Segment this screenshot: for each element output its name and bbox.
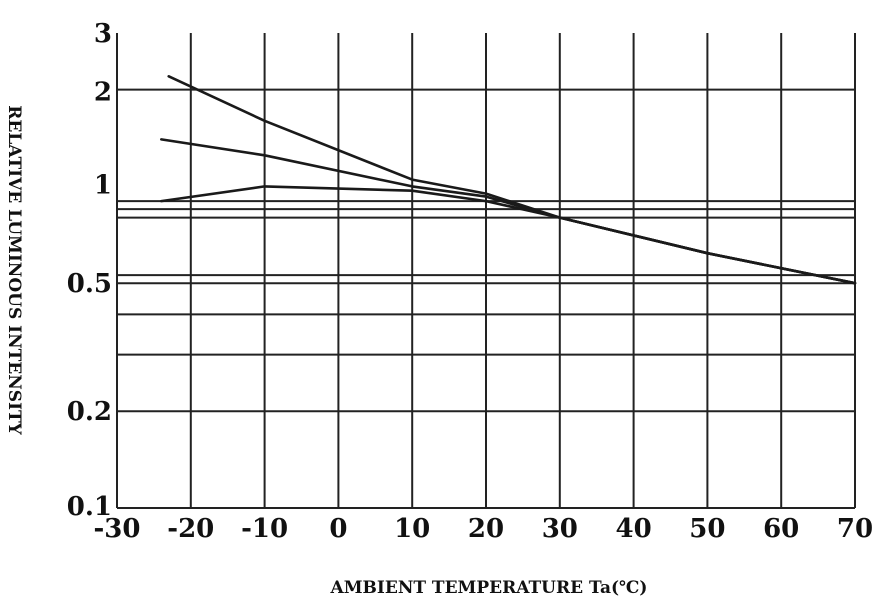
x-tick-labels: -30 -20 -10 0 10 20 30 40 50 60 70	[94, 514, 874, 544]
x-gridlines	[116, 33, 856, 508]
x-tick-label: 10	[394, 514, 430, 544]
x-tick-label: 40	[616, 514, 652, 544]
y-tick-label: 1	[94, 170, 112, 200]
x-tick-label: 60	[763, 514, 799, 544]
x-tick-label: 20	[468, 514, 504, 544]
x-tick-label: 30	[542, 514, 578, 544]
x-tick-label: 50	[689, 514, 725, 544]
x-tick-label: -30	[94, 514, 141, 544]
y-tick-label: 3	[94, 19, 112, 49]
x-axis-title: AMBIENT TEMPERATURE Ta(℃)	[330, 578, 648, 598]
y-axis-title: RELATIVE LUMINOUS INTENSITY	[4, 105, 24, 435]
y-tick-labels: 0.1 0.2 0.5 1 2 3	[67, 19, 112, 522]
x-tick-label: 70	[837, 514, 873, 544]
x-tick-label: 0	[329, 514, 347, 544]
series-line-3	[160, 185, 857, 285]
series-lines	[160, 75, 857, 285]
y-gridlines	[117, 88, 855, 509]
series-line-1	[167, 75, 857, 285]
y-tick-label: 0.5	[67, 269, 112, 299]
x-tick-label: -20	[167, 514, 214, 544]
y-tick-label: 0.1	[67, 492, 112, 522]
y-tick-label: 2	[94, 78, 112, 108]
y-tick-label: 0.2	[67, 397, 112, 427]
x-tick-label: -10	[241, 514, 288, 544]
